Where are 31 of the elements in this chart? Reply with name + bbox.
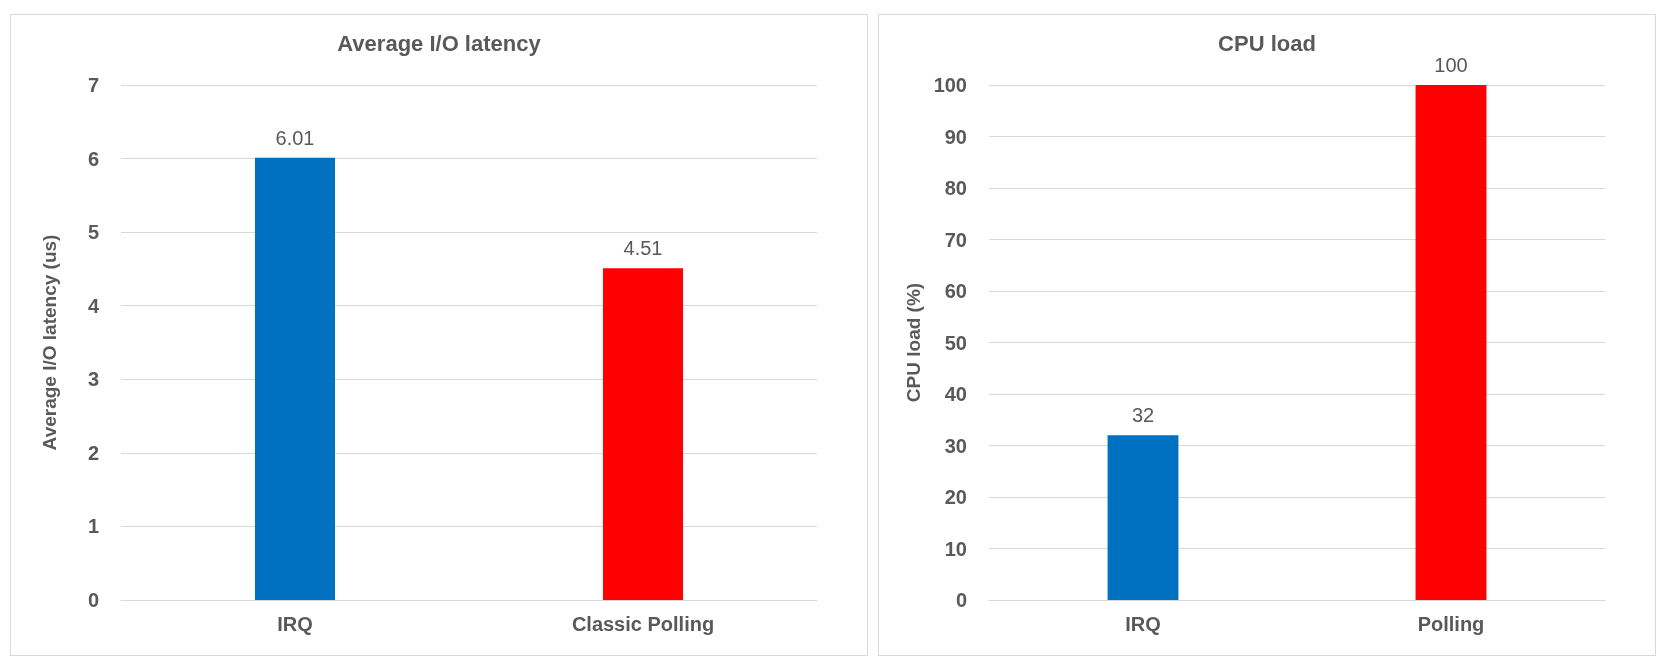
y-tick-label: 50 <box>944 331 967 354</box>
y-tick-label: 60 <box>944 280 967 302</box>
data-label: 4.51 <box>623 237 663 260</box>
chart-title: CPU load <box>1218 30 1316 56</box>
data-label: 32 <box>1131 404 1155 427</box>
y-tick-label: 0 <box>87 589 99 611</box>
y-tick-label: 80 <box>944 177 967 199</box>
x-tick-label: IRQ <box>1125 613 1161 635</box>
y-tick-label: 0 <box>955 589 967 611</box>
y-tick-label: 5 <box>87 221 99 244</box>
data-label: 6.01 <box>275 126 315 149</box>
y-tick-label: 30 <box>944 434 967 457</box>
y-tick-label: 100 <box>933 74 967 96</box>
y-tick-label: 1 <box>87 515 99 538</box>
y-tick-label: 20 <box>944 486 967 508</box>
y-tick-label: 3 <box>87 368 99 391</box>
y-tick-label: 70 <box>944 228 967 251</box>
y-tick-label: 4 <box>87 294 100 317</box>
y-tick-label: 40 <box>944 383 967 405</box>
y-tick-label: 10 <box>944 537 967 560</box>
y-tick-label: 7 <box>87 74 99 96</box>
y-tick-label: 90 <box>944 125 967 148</box>
y-axis-title: CPU load (%) <box>902 282 924 403</box>
y-tick-label: 2 <box>87 441 99 464</box>
chart-title: Average I/O latency <box>337 30 542 56</box>
y-tick-label: 6 <box>87 147 99 170</box>
data-label: 100 <box>1434 54 1468 76</box>
x-tick-label: IRQ <box>277 613 313 635</box>
y-axis-title: Average I/O latency (us) <box>39 234 60 451</box>
x-tick-label: Classic Polling <box>571 613 715 635</box>
x-tick-label: Polling <box>1417 613 1485 635</box>
